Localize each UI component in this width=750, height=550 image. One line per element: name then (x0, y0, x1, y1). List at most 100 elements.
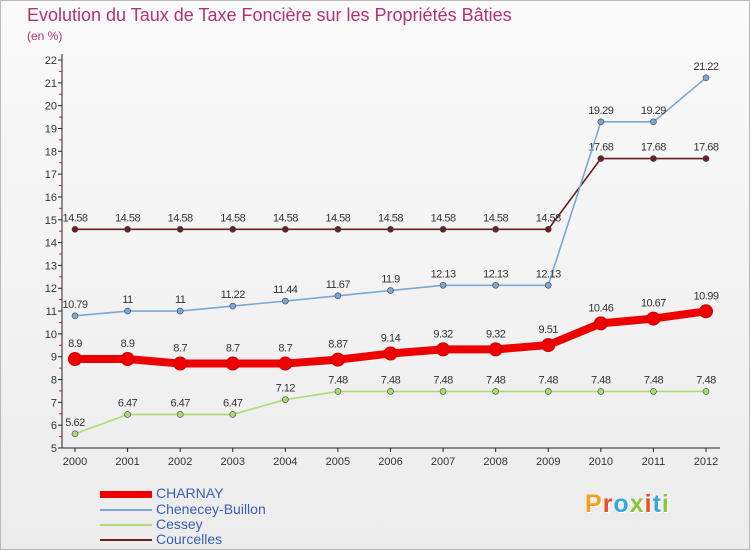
data-point (173, 356, 188, 371)
legend-swatch (100, 524, 152, 526)
data-label: 10.99 (693, 290, 718, 302)
data-point (439, 388, 447, 395)
logo-letter: P (585, 490, 603, 518)
data-point (176, 411, 184, 418)
y-tick-label: 11 (46, 306, 57, 318)
data-point (544, 281, 552, 289)
data-label: 7.48 (486, 374, 506, 386)
legend-item-cessey: Cessey (100, 516, 400, 532)
data-label: 9.32 (433, 328, 453, 340)
data-point (334, 292, 342, 300)
data-point (387, 287, 394, 294)
data-label: 10.67 (641, 298, 666, 310)
data-point (225, 356, 240, 371)
data-label: 7.48 (696, 374, 716, 386)
data-label: 14.58 (273, 212, 298, 224)
legend-label: Cessey (156, 516, 203, 532)
data-label: 10.79 (62, 299, 87, 311)
data-label: 9.32 (486, 328, 506, 340)
data-label: 7.48 (328, 374, 348, 386)
data-point (383, 346, 398, 361)
data-point (330, 352, 345, 367)
data-point (492, 388, 499, 395)
y-tick-label: 12 (45, 283, 57, 295)
y-tick-label: 13 (45, 260, 57, 272)
y-tick-label: 22 (45, 55, 57, 67)
data-label: 11.44 (273, 284, 298, 296)
x-tick-label: 2007 (431, 456, 455, 468)
data-point (702, 74, 710, 82)
y-tick-label: 7 (51, 397, 57, 409)
data-point (646, 311, 661, 326)
data-label: 7.48 (539, 374, 559, 386)
data-point (488, 342, 503, 357)
chart-title: Evolution du Taux de Taxe Foncière sur l… (27, 5, 512, 25)
data-point (492, 226, 499, 233)
data-label: 14.58 (378, 212, 403, 224)
data-label: 6.47 (170, 397, 190, 409)
data-label: 6.47 (118, 397, 138, 409)
data-label: 21.22 (693, 61, 718, 73)
x-tick-label: 2002 (168, 456, 192, 468)
data-label: 19.29 (641, 105, 666, 117)
data-point (124, 307, 131, 315)
data-point (593, 316, 608, 331)
logo-letter: t (652, 490, 662, 518)
x-tick-label: 2000 (63, 456, 87, 468)
data-point (176, 307, 184, 315)
legend-label: CHARNAY (156, 485, 224, 501)
data-point (334, 388, 342, 395)
data-point (597, 118, 605, 126)
legend-swatch (100, 539, 152, 541)
legend-item-chenecey-buillon: Chenecey-Buillon (100, 501, 400, 517)
data-point (124, 411, 131, 418)
data-label: 8.9 (121, 338, 135, 350)
y-tick-label: 19 (45, 123, 57, 135)
data-point (282, 226, 289, 233)
x-tick-label: 2010 (589, 456, 613, 468)
x-tick-label: 2001 (115, 456, 139, 468)
data-point (229, 226, 237, 233)
data-point (282, 396, 289, 403)
data-label: 9.51 (539, 324, 559, 336)
data-point (176, 226, 184, 233)
y-tick-label: 9 (51, 352, 57, 364)
data-label: 7.12 (276, 383, 296, 395)
data-label: 8.7 (278, 343, 292, 355)
legend-item-charnay: CHARNAY (100, 485, 400, 501)
data-label: 9.14 (381, 333, 401, 345)
data-point (124, 226, 131, 233)
data-point (702, 155, 710, 162)
data-label: 14.58 (62, 212, 87, 224)
legend-swatch (100, 490, 152, 498)
data-point (436, 342, 451, 357)
data-label: 17.68 (588, 142, 613, 154)
data-label: 8.7 (173, 343, 187, 355)
data-point (541, 338, 556, 353)
y-tick-label: 5 (51, 443, 57, 455)
data-point (71, 312, 79, 320)
x-tick-label: 2004 (273, 456, 297, 468)
data-label: 11 (175, 294, 186, 306)
legend-label: Chenecey-Buillon (156, 501, 266, 517)
x-tick-label: 2008 (483, 456, 507, 468)
data-point (68, 351, 82, 366)
data-label: 6.47 (223, 397, 243, 409)
data-point (597, 388, 605, 395)
data-point (282, 297, 289, 305)
data-label: 12.13 (483, 268, 508, 280)
data-label: 12.13 (431, 268, 456, 280)
logo-letter: i (661, 490, 670, 518)
data-label: 7.48 (381, 374, 401, 386)
data-label: 11.67 (326, 279, 351, 291)
data-label: 19.29 (588, 105, 613, 117)
data-label: 14.58 (325, 212, 350, 224)
data-label: 11.9 (381, 274, 400, 286)
data-label: 17.68 (693, 142, 718, 154)
y-tick-label: 10 (45, 329, 57, 341)
data-label: 7.48 (433, 374, 453, 386)
data-label: 5.62 (65, 417, 85, 429)
x-tick-label: 2003 (221, 456, 245, 468)
data-point (702, 388, 710, 395)
data-point (229, 302, 237, 310)
